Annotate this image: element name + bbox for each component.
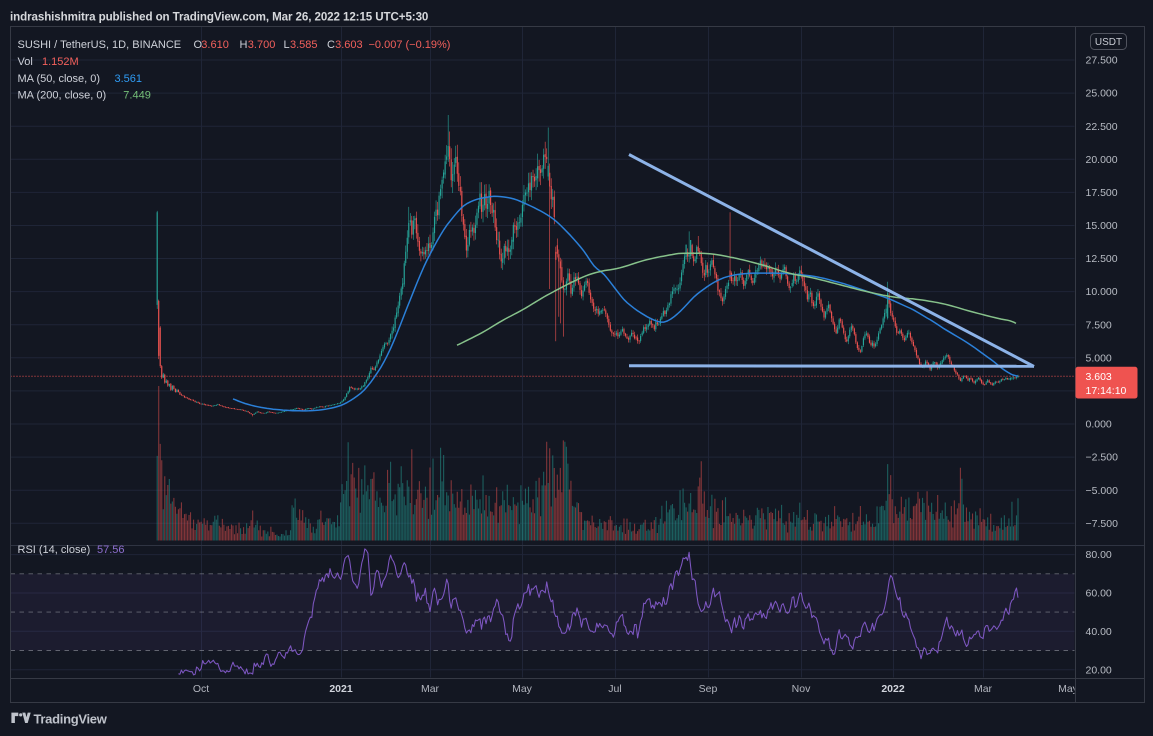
svg-text:SUSHI / TetherUS, 1D, BINANCE: SUSHI / TetherUS, 1D, BINANCE (18, 39, 182, 51)
svg-text:−5.000: −5.000 (1086, 485, 1119, 497)
svg-text:2022: 2022 (881, 683, 905, 695)
svg-text:3.603: 3.603 (335, 39, 363, 51)
svg-text:May: May (1058, 683, 1079, 695)
svg-text:22.500: 22.500 (1086, 121, 1118, 133)
svg-text:−2.500: −2.500 (1086, 452, 1119, 464)
svg-text:H: H (240, 39, 248, 51)
svg-text:15.000: 15.000 (1086, 220, 1118, 232)
svg-text:May: May (512, 683, 533, 695)
svg-text:RSI (14, close): RSI (14, close) (18, 544, 91, 556)
svg-text:17:14:10: 17:14:10 (1086, 385, 1127, 397)
svg-text:40.00: 40.00 (1086, 626, 1112, 638)
svg-text:3.585: 3.585 (290, 39, 318, 51)
svg-text:MA (50, close, 0): MA (50, close, 0) (18, 73, 101, 85)
svg-text:Vol: Vol (18, 56, 33, 68)
svg-text:TradingView: TradingView (34, 711, 108, 726)
svg-text:27.500: 27.500 (1086, 55, 1118, 67)
svg-text:3.700: 3.700 (248, 39, 276, 51)
svg-text:57.56: 57.56 (97, 544, 125, 556)
svg-text:20.00: 20.00 (1086, 664, 1112, 676)
svg-text:USDT: USDT (1095, 37, 1122, 48)
svg-text:Mar: Mar (421, 683, 440, 695)
svg-text:2021: 2021 (329, 683, 353, 695)
svg-text:3.561: 3.561 (115, 73, 143, 85)
svg-text:10.000: 10.000 (1086, 286, 1118, 298)
svg-text:Sep: Sep (699, 683, 718, 695)
svg-text:20.000: 20.000 (1086, 154, 1118, 166)
svg-text:−0.007 (−0.19%): −0.007 (−0.19%) (369, 39, 451, 51)
svg-text:7.449: 7.449 (123, 89, 151, 101)
svg-text:−7.500: −7.500 (1086, 518, 1119, 530)
svg-text:3.610: 3.610 (201, 39, 229, 51)
svg-text:L: L (284, 39, 290, 51)
svg-text:7.500: 7.500 (1086, 319, 1112, 331)
svg-text:17.500: 17.500 (1086, 187, 1118, 199)
svg-text:0.000: 0.000 (1086, 419, 1112, 431)
svg-text:Nov: Nov (792, 683, 811, 695)
svg-text:indrashishmitra published on T: indrashishmitra published on TradingView… (10, 10, 428, 23)
svg-text:80.00: 80.00 (1086, 549, 1112, 561)
svg-text:3.603: 3.603 (1086, 371, 1112, 383)
svg-text:1.152M: 1.152M (42, 56, 79, 68)
svg-text:60.00: 60.00 (1086, 588, 1112, 600)
svg-text:MA (200, close, 0): MA (200, close, 0) (18, 89, 107, 101)
svg-text:25.000: 25.000 (1086, 88, 1118, 100)
svg-text:C: C (327, 39, 335, 51)
svg-text:12.500: 12.500 (1086, 253, 1118, 265)
svg-text:O: O (194, 39, 203, 51)
svg-text:5.000: 5.000 (1086, 352, 1112, 364)
svg-text:Jul: Jul (608, 683, 621, 695)
svg-text:Mar: Mar (974, 683, 993, 695)
svg-text:Oct: Oct (193, 683, 209, 695)
